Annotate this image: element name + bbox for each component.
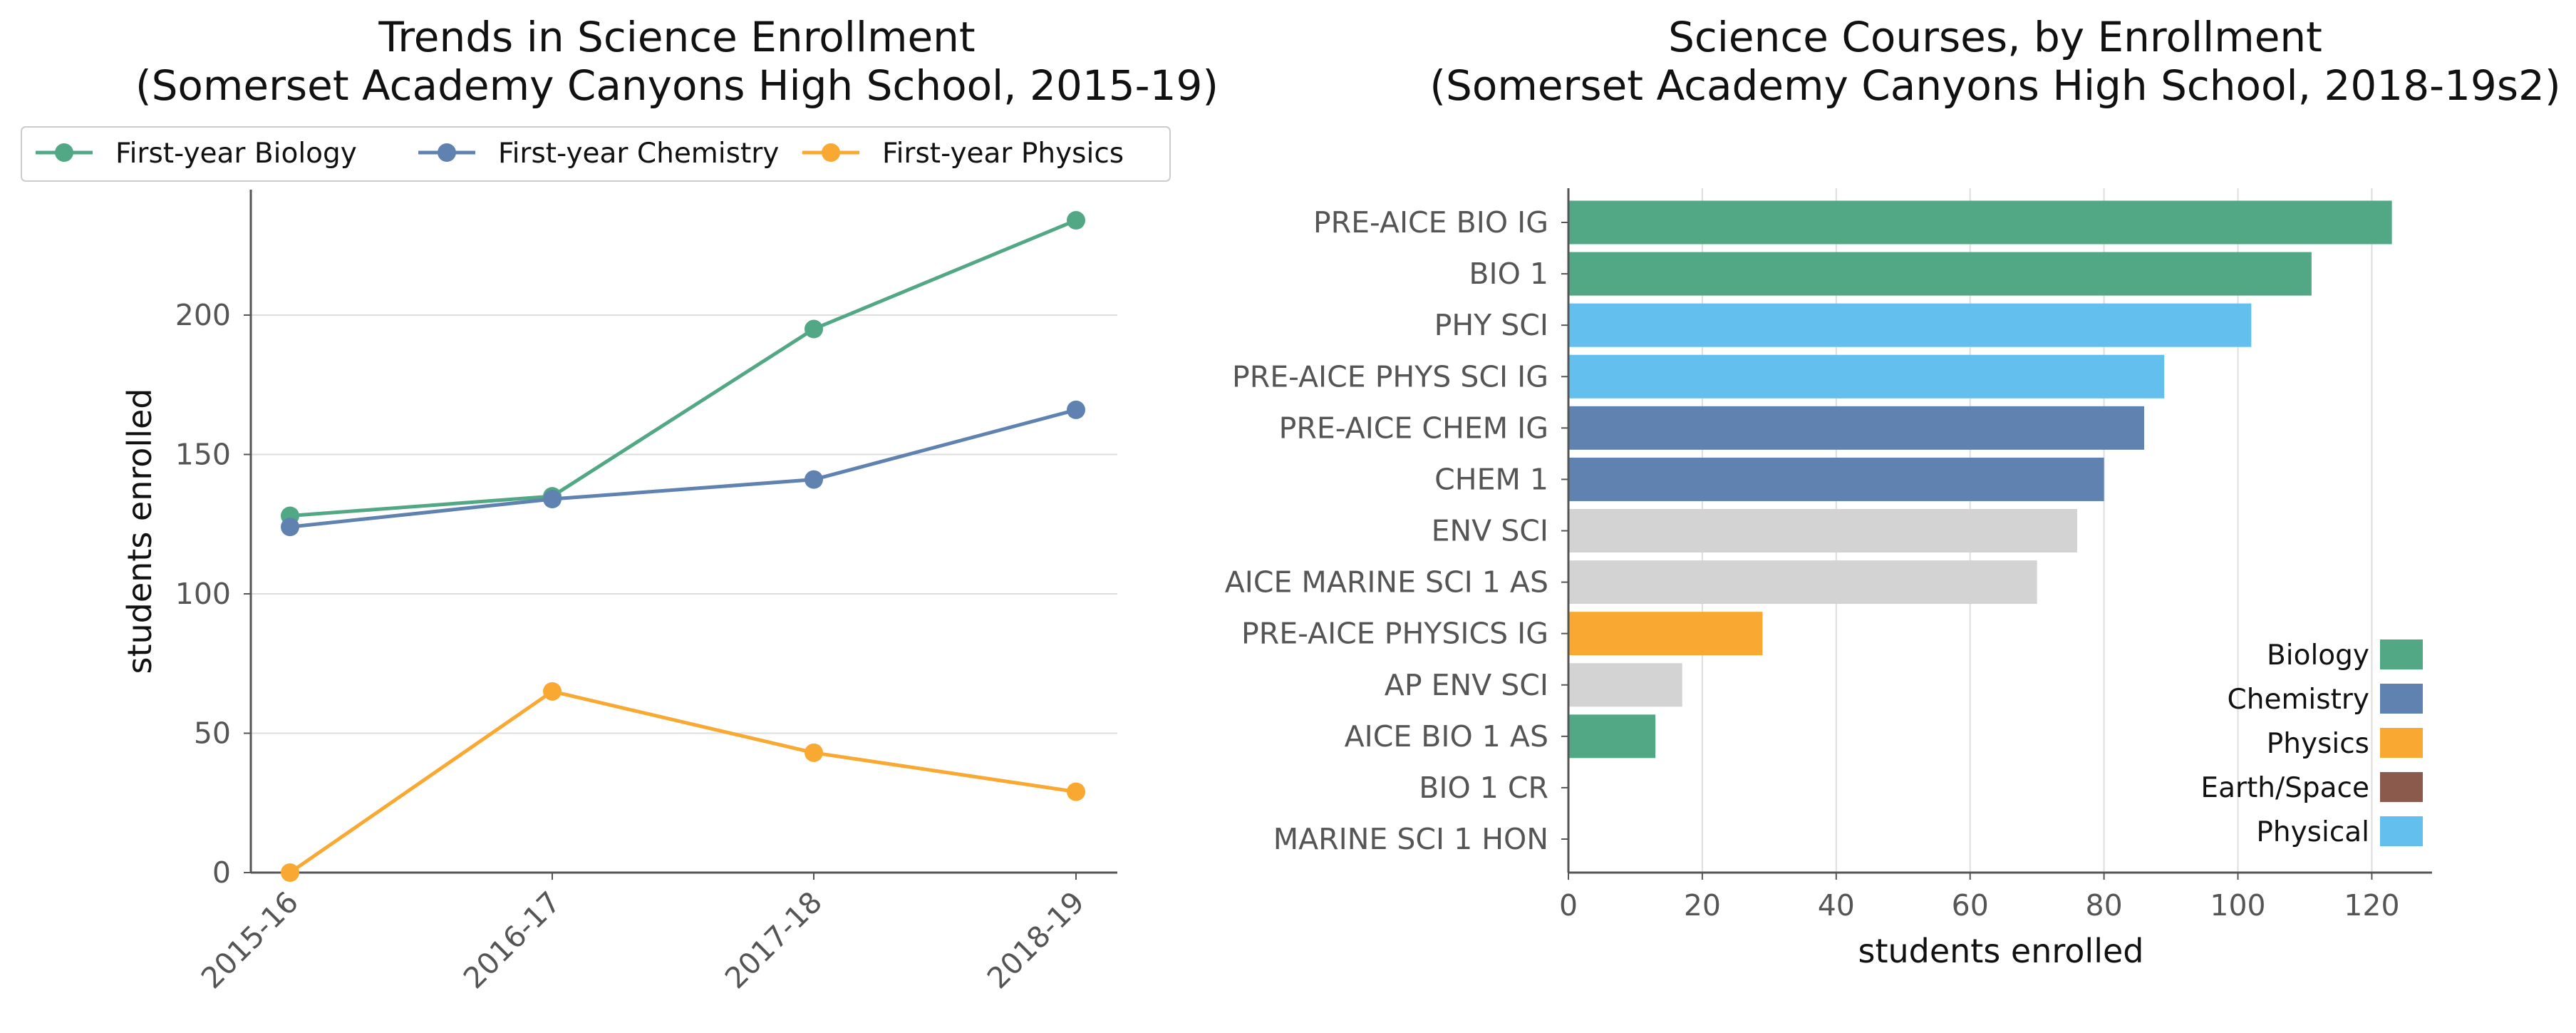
category-label-env-sci: ENV SCI — [1432, 514, 1548, 548]
bar-bio-1 — [1568, 252, 2312, 296]
legend-swatch-biology — [2380, 639, 2423, 669]
point-first-year-chemistry-2016-17 — [543, 490, 562, 509]
bar-chart-x-tick-40: 40 — [1818, 888, 1855, 922]
bar-chem-1 — [1568, 457, 2104, 501]
bar-chart-title-line1: Science Courses, by Enrollment — [1668, 13, 2322, 61]
legend-label-physics: Physics — [2267, 728, 2369, 760]
category-label-bio-1: BIO 1 — [1469, 257, 1548, 291]
bar-env-sci — [1568, 509, 2078, 553]
legend-label-chemistry: Chemistry — [2228, 684, 2370, 716]
line-chart-x-tick-2018-19: 2018-19 — [981, 885, 1091, 995]
point-first-year-physics-2016-17 — [543, 682, 562, 701]
bar-chart-x-axis-label: students enrolled — [1858, 932, 2144, 970]
legend-swatch-physical — [2380, 816, 2423, 846]
bar-chart-x-ticks: 0 20 40 60 80 100 120 — [1559, 873, 2400, 922]
legend-swatch-marker-first-year-biology — [55, 143, 73, 162]
category-label-pre-aice-bio-ig: PRE-AICE BIO IG — [1313, 205, 1548, 240]
bar-chart-category-labels: PRE-AICE BIO IG BIO 1 PHY SCI PRE-AICE PHYS… — [1225, 205, 1568, 856]
point-first-year-biology-2018-19 — [1067, 211, 1085, 230]
legend-label-first-year-chemistry: First-year Chemistry — [498, 138, 779, 170]
line-chart-legend-box — [21, 126, 1171, 182]
category-label-phy-sci: PHY SCI — [1434, 308, 1548, 342]
legend-label-earth-space: Earth/Space — [2200, 772, 2369, 804]
line-chart-x-tick-2015-16: 2015-16 — [195, 885, 305, 995]
line-chart-y-tick-200: 200 — [175, 298, 231, 332]
line-chart-x-tick-2017-18: 2017-18 — [718, 885, 829, 995]
bar-pre-aice-physics-ig — [1568, 612, 1763, 656]
point-first-year-physics-2018-19 — [1067, 782, 1085, 801]
bar-aice-bio-1-as — [1568, 714, 1656, 759]
bar-pre-aice-chem-ig — [1568, 406, 2144, 450]
category-label-chem-1: CHEM 1 — [1434, 462, 1548, 496]
point-first-year-physics-2015-16 — [281, 863, 299, 882]
bar-pre-aice-phys-sci-ig — [1568, 354, 2165, 399]
point-first-year-chemistry-2017-18 — [805, 470, 823, 489]
point-first-year-chemistry-2015-16 — [281, 518, 299, 537]
bar-phy-sci — [1568, 303, 2252, 347]
series-line-first-year-chemistry — [289, 408, 1077, 529]
category-label-pre-aice-chem-ig: PRE-AICE CHEM IG — [1279, 411, 1548, 445]
line-chart-x-tick-2016-17: 2016-17 — [457, 885, 567, 995]
bar-aice-marine-sci-1-as — [1568, 560, 2037, 605]
line-chart-series — [281, 211, 1085, 882]
line-chart-y-tick-150: 150 — [175, 437, 231, 471]
bar-chart: Science Courses, by Enrollment (Somerset… — [1225, 13, 2561, 970]
category-label-pre-aice-physics-ig: PRE-AICE PHYSICS IG — [1241, 617, 1548, 651]
bar-pre-aice-bio-ig — [1568, 200, 2392, 245]
line-chart-gridlines — [251, 314, 1117, 734]
bar-chart-legend: Biology Chemistry Physics Earth/Space Physic… — [2200, 639, 2423, 848]
line-chart-legend: First-year Biology First-year Chemistry Fi… — [21, 126, 1171, 182]
category-label-pre-aice-phys-sci-ig: PRE-AICE PHYS SCI IG — [1232, 359, 1548, 394]
series-line-first-year-physics — [289, 689, 1077, 875]
category-label-aice-bio-1-as: AICE BIO 1 AS — [1345, 719, 1548, 754]
bar-chart-title-line2: (Somerset Academy Canyons High School, 2… — [1429, 61, 2560, 110]
line-chart-x-ticks: 2015-16 2016-17 2017-18 2018-19 — [195, 873, 1091, 995]
series-line-first-year-biology — [289, 218, 1077, 518]
line-chart: Trends in Science Enrollment (Somerset A… — [21, 13, 1219, 995]
line-chart-y-axis-label: students enrolled — [120, 389, 159, 674]
point-first-year-biology-2017-18 — [805, 319, 823, 339]
category-label-aice-marine-sci-1-as: AICE MARINE SCI 1 AS — [1225, 565, 1548, 600]
bar-chart-x-tick-80: 80 — [2086, 888, 2123, 922]
category-label-bio-1-cr: BIO 1 CR — [1419, 771, 1548, 805]
legend-swatch-physics — [2380, 728, 2423, 758]
legend-swatch-marker-first-year-chemistry — [438, 143, 456, 162]
category-label-ap-env-sci: AP ENV SCI — [1385, 668, 1548, 702]
bar-chart-x-tick-60: 60 — [1952, 888, 1989, 922]
legend-label-first-year-physics: First-year Physics — [882, 138, 1124, 170]
bar-ap-env-sci — [1568, 663, 1682, 707]
line-chart-title-line2: (Somerset Academy Canyons High School, 2… — [135, 61, 1219, 110]
legend-label-biology: Biology — [2267, 639, 2369, 672]
legend-label-physical: Physical — [2256, 816, 2369, 848]
legend-label-first-year-biology: First-year Biology — [115, 138, 357, 170]
legend-swatch-marker-first-year-physics — [822, 143, 840, 162]
legend-swatch-chemistry — [2380, 684, 2423, 714]
category-label-marine-sci-1-hon: MARINE SCI 1 HON — [1273, 822, 1548, 856]
line-chart-y-tick-50: 50 — [194, 716, 231, 750]
bar-chart-x-tick-0: 0 — [1559, 888, 1578, 922]
line-chart-title-line1: Trends in Science Enrollment — [378, 13, 975, 61]
line-chart-y-tick-100: 100 — [175, 577, 231, 611]
line-chart-axes — [249, 190, 1117, 874]
point-first-year-physics-2017-18 — [805, 743, 823, 762]
bar-chart-x-tick-120: 120 — [2344, 888, 2399, 922]
point-first-year-chemistry-2018-19 — [1067, 400, 1085, 419]
bar-chart-bars — [1568, 200, 2392, 759]
line-chart-y-ticks: 0 50 100 150 200 — [175, 298, 251, 890]
legend-swatch-earth-space — [2380, 772, 2423, 802]
bar-chart-x-tick-100: 100 — [2210, 888, 2265, 922]
line-chart-y-tick-0: 0 — [212, 855, 231, 890]
bar-chart-x-tick-20: 20 — [1684, 888, 1721, 922]
